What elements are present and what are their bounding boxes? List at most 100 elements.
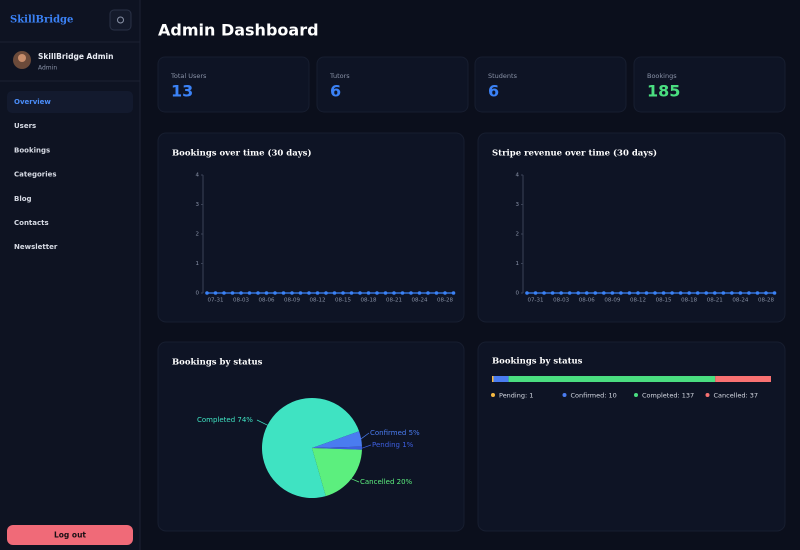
point [678, 291, 683, 295]
stat-value: 6 [488, 82, 499, 101]
page-title: Admin Dashboard [158, 21, 319, 40]
y-tick-label: 4 [516, 173, 520, 179]
x-tick-label: 08-12 [310, 298, 326, 304]
x-tick-label: 08-15 [656, 298, 672, 304]
point [239, 291, 243, 295]
chart-card [477, 341, 786, 532]
x-tick-label: 08-03 [553, 298, 569, 304]
point [764, 291, 768, 295]
point [738, 291, 743, 295]
point [443, 291, 447, 295]
point [593, 291, 598, 295]
point [392, 291, 396, 295]
point [298, 291, 303, 295]
leader-line [360, 432, 370, 440]
legend-dot [562, 393, 567, 397]
x-tick-label: 08-12 [630, 298, 646, 304]
point [230, 291, 235, 295]
legend-dot [634, 393, 638, 397]
legend-label: Confirmed: 10 [571, 392, 617, 400]
point [755, 291, 760, 295]
point [772, 291, 777, 295]
point [670, 291, 674, 295]
y-tick-label: 1 [196, 261, 200, 267]
brand: SkillBridge [10, 15, 73, 26]
theme-button[interactable] [109, 9, 132, 31]
pie-slice [312, 431, 362, 448]
point [559, 291, 563, 295]
x-tick-label: 08-24 [732, 298, 748, 304]
point [264, 291, 269, 295]
y-tick-label: 0 [516, 291, 520, 297]
y-tick-label: 2 [516, 232, 520, 238]
stat-value: 6 [330, 82, 341, 101]
bar-segment [508, 376, 716, 382]
point [324, 291, 328, 295]
chart-title: Bookings over time (30 days) [172, 148, 312, 159]
pie-label: Confirmed 5% [370, 429, 420, 437]
stat-label: Students [488, 72, 518, 80]
nav: Overview Users Bookings Categories Blog Conta… [7, 91, 133, 251]
nav-item[interactable]: Newsletter [14, 243, 58, 251]
nav-item[interactable]: Overview [14, 98, 51, 106]
leader-line [361, 444, 372, 449]
point [332, 291, 337, 295]
gear-icon [117, 16, 124, 24]
point [273, 291, 277, 295]
stat-card [157, 56, 310, 113]
point [584, 291, 589, 295]
point [417, 291, 422, 295]
x-tick-label: 08-03 [233, 298, 249, 304]
x-tick-label: 08-21 [707, 298, 723, 304]
stat-value: 13 [171, 82, 193, 101]
pie-slice [312, 448, 362, 497]
chart-card [157, 132, 465, 323]
point [525, 291, 529, 295]
stat-label: Bookings [647, 72, 677, 80]
x-tick-label: 07-31 [528, 298, 544, 304]
stat-card [474, 56, 627, 113]
x-tick-label: 08-09 [604, 298, 620, 304]
point [358, 291, 362, 295]
point [400, 291, 405, 295]
point [315, 291, 320, 295]
point [349, 291, 354, 295]
legend-label: Cancelled: 37 [714, 392, 758, 400]
point [704, 291, 709, 295]
point [567, 291, 572, 295]
nav-item[interactable]: Contacts [14, 219, 49, 227]
nav-item[interactable]: Blog [14, 195, 32, 203]
sidebar [0, 0, 140, 550]
stat-card [633, 56, 786, 113]
point [281, 291, 286, 295]
point [721, 291, 726, 295]
point [687, 291, 691, 295]
point [426, 291, 430, 295]
stat-label: Total Users [170, 72, 207, 80]
legend-label: Pending: 1 [499, 392, 533, 400]
pie-label: Cancelled 20% [360, 478, 413, 486]
point [644, 291, 649, 295]
point [290, 291, 294, 295]
legend-label: Completed: 137 [642, 392, 694, 400]
nav-item[interactable]: Bookings [14, 146, 50, 154]
chart-card [477, 132, 786, 323]
point [307, 291, 311, 295]
point [375, 291, 379, 295]
nav-item[interactable]: Categories [14, 171, 57, 179]
point [695, 291, 700, 295]
point [247, 291, 252, 295]
logout-button[interactable] [7, 525, 133, 545]
point [409, 291, 413, 295]
x-tick-label: 07-31 [208, 298, 224, 304]
point [610, 291, 615, 295]
chart-title: Bookings by status [172, 358, 263, 368]
x-tick-label: 08-21 [386, 298, 402, 304]
point [712, 291, 717, 295]
stat-value: 185 [647, 82, 680, 101]
pie-label: Completed 74% [197, 416, 253, 424]
y-tick-label: 3 [516, 202, 520, 208]
nav-item[interactable]: Users [14, 122, 36, 130]
